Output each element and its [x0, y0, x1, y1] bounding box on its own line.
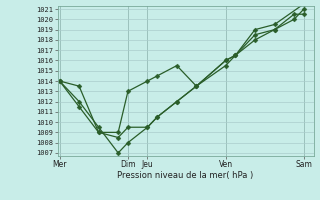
X-axis label: Pression niveau de la mer( hPa ): Pression niveau de la mer( hPa ): [117, 171, 254, 180]
